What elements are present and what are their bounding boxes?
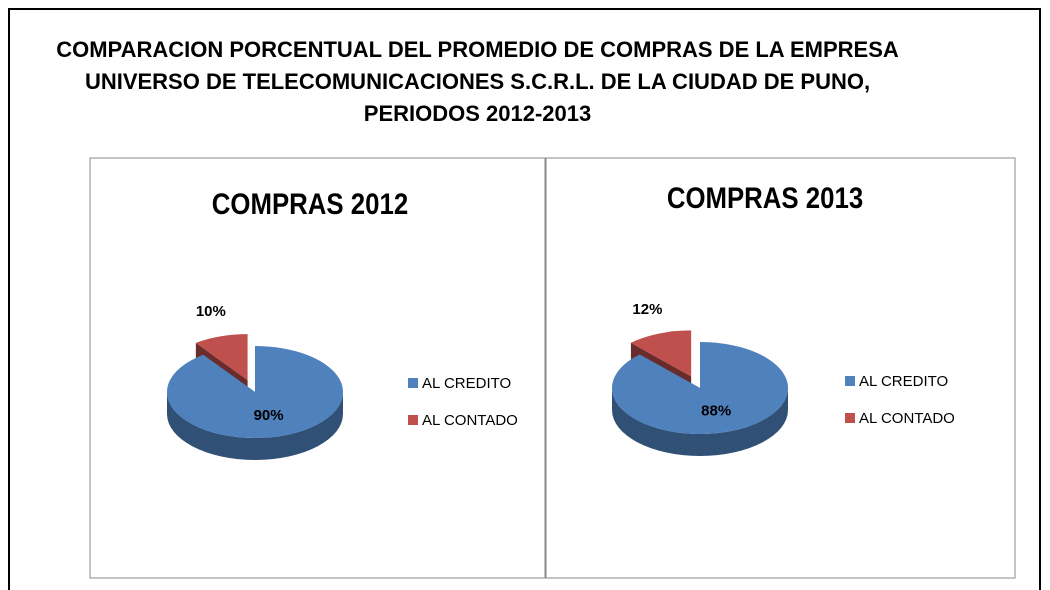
- pie-slice: [195, 334, 248, 381]
- data-label: 10%: [196, 303, 226, 320]
- legend-label: AL CONTADO: [859, 410, 955, 427]
- pie-side: [612, 388, 788, 456]
- outer-frame: [8, 8, 1041, 590]
- pie-slice: [611, 342, 788, 434]
- legend-label: AL CREDITO: [422, 375, 511, 392]
- pie-slice: [630, 330, 692, 377]
- legend-label: AL CREDITO: [859, 373, 948, 390]
- data-label: 12%: [632, 301, 662, 318]
- page-title: COMPARACION PORCENTUAL DEL PROMEDIO DE C…: [56, 37, 899, 126]
- pie-slice: [166, 346, 343, 439]
- chart-title: COMPRAS 2012: [212, 187, 408, 220]
- data-label: 90%: [254, 407, 284, 424]
- legend-swatch: [408, 415, 418, 425]
- legend-swatch: [845, 413, 855, 423]
- data-label: 88%: [701, 402, 731, 419]
- chart-title: COMPRAS 2013: [667, 181, 863, 214]
- legend-label: AL CONTADO: [422, 412, 518, 429]
- legend-swatch: [408, 378, 418, 388]
- legend-swatch: [845, 376, 855, 386]
- chart-panel: [545, 157, 1016, 579]
- pie-side: [167, 392, 343, 460]
